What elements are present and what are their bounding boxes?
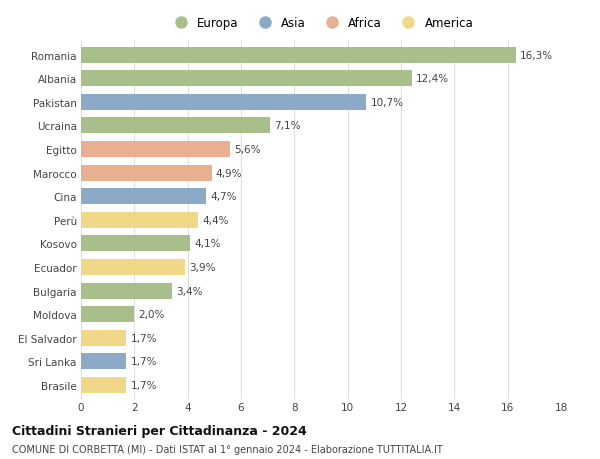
Bar — [81, 189, 206, 205]
Text: 1,7%: 1,7% — [130, 357, 157, 367]
Bar — [81, 95, 367, 111]
Text: 10,7%: 10,7% — [370, 98, 403, 107]
Legend: Europa, Asia, Africa, America: Europa, Asia, Africa, America — [169, 17, 473, 30]
Bar — [81, 259, 185, 275]
Bar — [81, 283, 172, 299]
Text: 3,4%: 3,4% — [176, 286, 202, 296]
Text: 5,6%: 5,6% — [235, 145, 261, 155]
Bar — [81, 236, 190, 252]
Text: Cittadini Stranieri per Cittadinanza - 2024: Cittadini Stranieri per Cittadinanza - 2… — [12, 425, 307, 437]
Text: COMUNE DI CORBETTA (MI) - Dati ISTAT al 1° gennaio 2024 - Elaborazione TUTTITALI: COMUNE DI CORBETTA (MI) - Dati ISTAT al … — [12, 444, 443, 454]
Text: 4,9%: 4,9% — [215, 168, 242, 178]
Text: 3,9%: 3,9% — [189, 263, 215, 273]
Text: 7,1%: 7,1% — [274, 121, 301, 131]
Bar — [81, 377, 127, 393]
Text: 1,7%: 1,7% — [130, 380, 157, 390]
Text: 4,4%: 4,4% — [202, 215, 229, 225]
Text: 1,7%: 1,7% — [130, 333, 157, 343]
Text: 4,1%: 4,1% — [194, 239, 221, 249]
Bar — [81, 47, 515, 63]
Bar — [81, 353, 127, 369]
Bar — [81, 213, 199, 228]
Bar — [81, 71, 412, 87]
Bar — [81, 118, 271, 134]
Text: 12,4%: 12,4% — [416, 74, 449, 84]
Bar — [81, 165, 212, 181]
Bar — [81, 330, 127, 346]
Bar — [81, 307, 134, 323]
Text: 16,3%: 16,3% — [520, 50, 553, 61]
Bar — [81, 142, 230, 157]
Text: 4,7%: 4,7% — [211, 192, 237, 202]
Text: 2,0%: 2,0% — [139, 309, 165, 319]
